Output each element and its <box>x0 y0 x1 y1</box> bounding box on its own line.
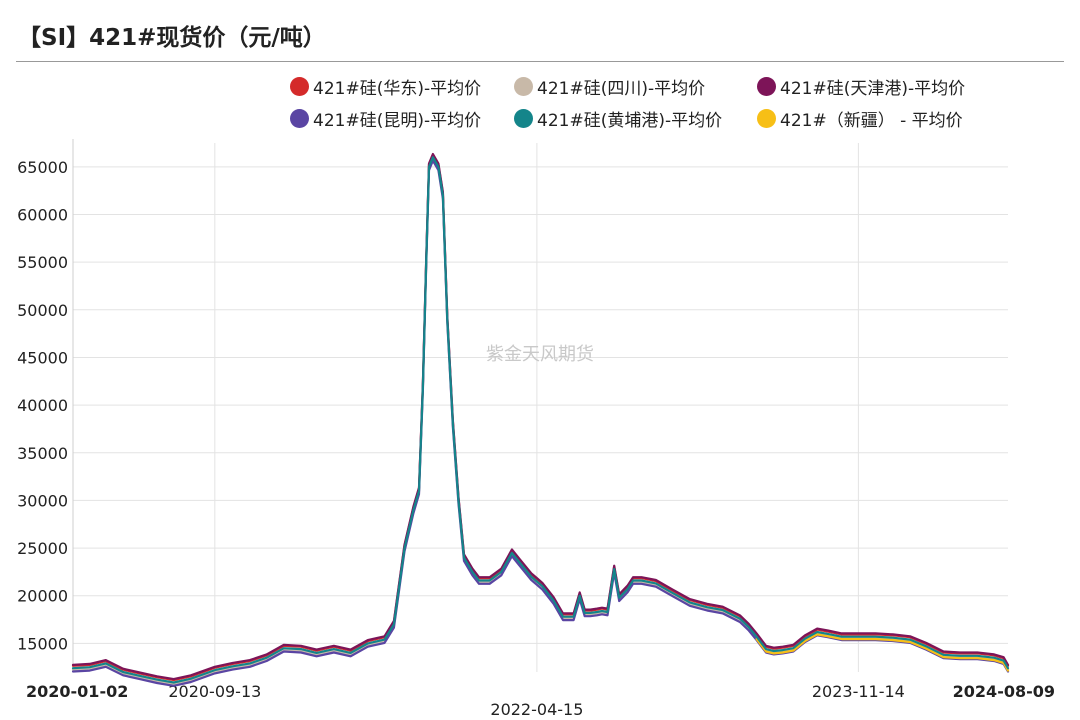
y-tick-label: 50000 <box>17 301 68 320</box>
chart-title: 【SI】421#现货价（元/吨） <box>18 25 326 51</box>
x-tick-label: 2024-08-09 <box>953 682 1055 701</box>
x-tick-label: 2020-09-13 <box>168 682 261 701</box>
series-lines <box>71 152 1010 687</box>
axes: 15000 20000 25000 30000 35000 40000 45000 50000… <box>17 139 1055 719</box>
x-tick-label: 2020-01-02 <box>26 682 128 701</box>
title-divider <box>16 61 1064 62</box>
series-line-huadong <box>71 153 1010 682</box>
y-tick-label: 30000 <box>17 491 68 510</box>
y-tick-label: 25000 <box>17 539 68 558</box>
series-line-huangpu <box>71 156 1010 684</box>
y-tick-label: 55000 <box>17 253 68 272</box>
series-line-kunming <box>71 159 1010 687</box>
y-tick-label: 35000 <box>17 444 68 463</box>
y-tick-label: 60000 <box>17 205 68 224</box>
y-tick-label: 65000 <box>17 158 68 177</box>
x-tick-label: 2023-11-14 <box>812 682 905 701</box>
series-line-sichuan <box>71 157 1010 685</box>
y-tick-label: 15000 <box>17 634 68 653</box>
watermark-text: 紫金天风期货 <box>486 344 594 365</box>
series-line-tianjin <box>71 152 1010 681</box>
x-tick-label: 2022-04-15 <box>490 700 583 719</box>
y-tick-label: 45000 <box>17 348 68 367</box>
y-tick-label: 20000 <box>17 587 68 606</box>
grid-lines <box>73 143 1008 672</box>
series-line-xinjiang <box>755 633 1010 672</box>
y-tick-label: 40000 <box>17 396 68 415</box>
